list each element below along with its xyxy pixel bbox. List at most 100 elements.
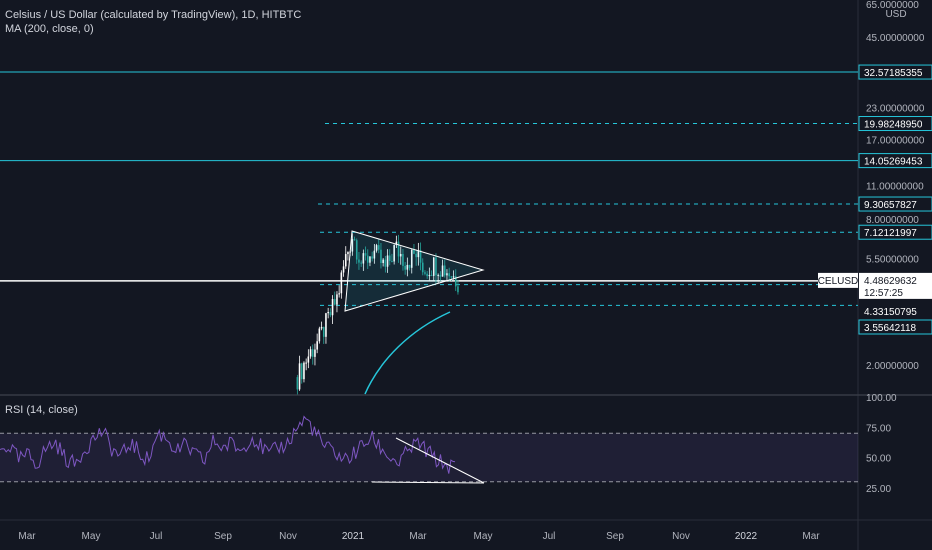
candle-body xyxy=(421,262,424,273)
candle-body xyxy=(314,349,316,357)
candle-body xyxy=(386,255,389,267)
time-axis-label: May xyxy=(474,531,493,542)
candle-body xyxy=(375,245,378,251)
candle-body xyxy=(371,256,373,259)
time-axis-label: May xyxy=(82,531,101,542)
candle-body xyxy=(327,311,329,314)
candle-body xyxy=(338,293,340,295)
rsi-tick-label: 50.00 xyxy=(866,454,891,465)
price-badge xyxy=(858,116,932,132)
candle-body xyxy=(309,349,312,357)
price-badge-label: 3.55642118 xyxy=(864,323,917,334)
candle-body xyxy=(311,349,314,357)
price-badge-label: 19.98248950 xyxy=(864,120,923,131)
price-tick-label: 65.0000000 xyxy=(866,0,919,11)
candle-body xyxy=(426,273,428,277)
price-badge xyxy=(858,224,932,240)
price-tick-label: 2.00000000 xyxy=(866,361,919,372)
moving-average-line xyxy=(364,311,451,395)
candle-body xyxy=(382,259,384,264)
candle-body xyxy=(364,253,367,256)
candle-body xyxy=(377,245,380,250)
candle-body xyxy=(362,253,365,264)
time-axis-label: Mar xyxy=(409,531,427,542)
triangle-pattern xyxy=(344,230,485,312)
time-axis-label: Sep xyxy=(606,531,624,542)
candle-body xyxy=(305,362,307,364)
candle-body xyxy=(408,264,411,268)
current-price-value: 4.48629632 xyxy=(864,276,917,287)
currency-label: USD xyxy=(885,9,906,20)
candle-body xyxy=(439,274,442,277)
candle-body xyxy=(373,250,376,259)
price-badge-label: 14.05269453 xyxy=(864,157,923,168)
price-badge-label: 32.57185355 xyxy=(864,68,923,79)
candle-body xyxy=(384,259,387,267)
price-tick-label: 45.00000000 xyxy=(866,33,925,44)
price-tick-label: 11.00000000 xyxy=(866,181,924,192)
time-axis-label: Mar xyxy=(802,531,820,542)
candle-body xyxy=(307,356,310,363)
candle-body xyxy=(437,274,439,276)
candle-body xyxy=(358,259,360,263)
time-axis-label: 2022 xyxy=(735,531,758,542)
candle-body xyxy=(428,274,431,277)
candle-body xyxy=(303,362,305,380)
time-axis-label: Nov xyxy=(279,531,297,542)
candle-body xyxy=(391,260,393,262)
symbol-title[interactable]: Celsius / US Dollar (calculated by Tradi… xyxy=(5,9,302,21)
chart-header: Celsius / US Dollar (calculated by Tradi… xyxy=(5,8,301,36)
candle-body xyxy=(413,249,415,254)
rsi-tick-label: 100.00 xyxy=(866,393,897,404)
time-axis-label: Nov xyxy=(672,531,690,542)
current-price-badge xyxy=(859,272,932,299)
candle-body xyxy=(402,253,404,266)
rsi-title[interactable]: RSI (14, close) xyxy=(5,404,78,416)
rsi-band xyxy=(0,433,858,482)
candle-body xyxy=(443,265,446,276)
candle-body xyxy=(340,272,343,294)
candle-body xyxy=(419,250,422,263)
candle-body xyxy=(333,299,336,305)
time-axis-label: Jul xyxy=(150,531,163,542)
price-tick-label: 8.00000000 xyxy=(866,215,919,226)
candle-body xyxy=(329,311,332,316)
candle-body xyxy=(404,265,406,270)
candle-body xyxy=(435,257,437,276)
candle-body xyxy=(360,262,362,264)
price-badge-label: 7.12121997 xyxy=(864,228,917,239)
candle-body xyxy=(415,253,417,258)
candle-body xyxy=(388,255,391,261)
candle-body xyxy=(351,239,354,252)
candle-body xyxy=(322,326,325,337)
price-tick-label: 23.00000000 xyxy=(866,104,925,115)
candle-body xyxy=(298,363,301,390)
candle-body xyxy=(457,286,459,293)
symbol-badge-label: CELUSD xyxy=(818,276,859,287)
candle-body xyxy=(342,266,345,273)
symbol-badge xyxy=(818,272,858,288)
indicator-label[interactable]: MA (200, close, 0) xyxy=(5,23,94,35)
candle-body xyxy=(296,377,299,390)
candle-body xyxy=(344,254,347,267)
candle-body xyxy=(452,276,455,278)
time-axis-label: 2021 xyxy=(342,531,365,542)
candle-body xyxy=(454,276,457,287)
candle-body xyxy=(331,299,334,316)
time-axis-label: Sep xyxy=(214,531,232,542)
candle-body xyxy=(355,240,358,260)
price-tick-label: 5.50000000 xyxy=(866,254,919,265)
rsi-tick-label: 25.00 xyxy=(866,484,891,495)
candle-body xyxy=(450,276,453,278)
candle-body xyxy=(316,341,318,350)
candle-body xyxy=(325,313,327,337)
candle-body xyxy=(406,264,409,270)
candle-body xyxy=(397,241,400,257)
candle-body xyxy=(395,241,398,246)
price-badge xyxy=(858,196,932,212)
candle-body xyxy=(353,239,356,241)
countdown-timer: 12:57:25 xyxy=(864,288,903,299)
candle-body xyxy=(369,256,371,263)
